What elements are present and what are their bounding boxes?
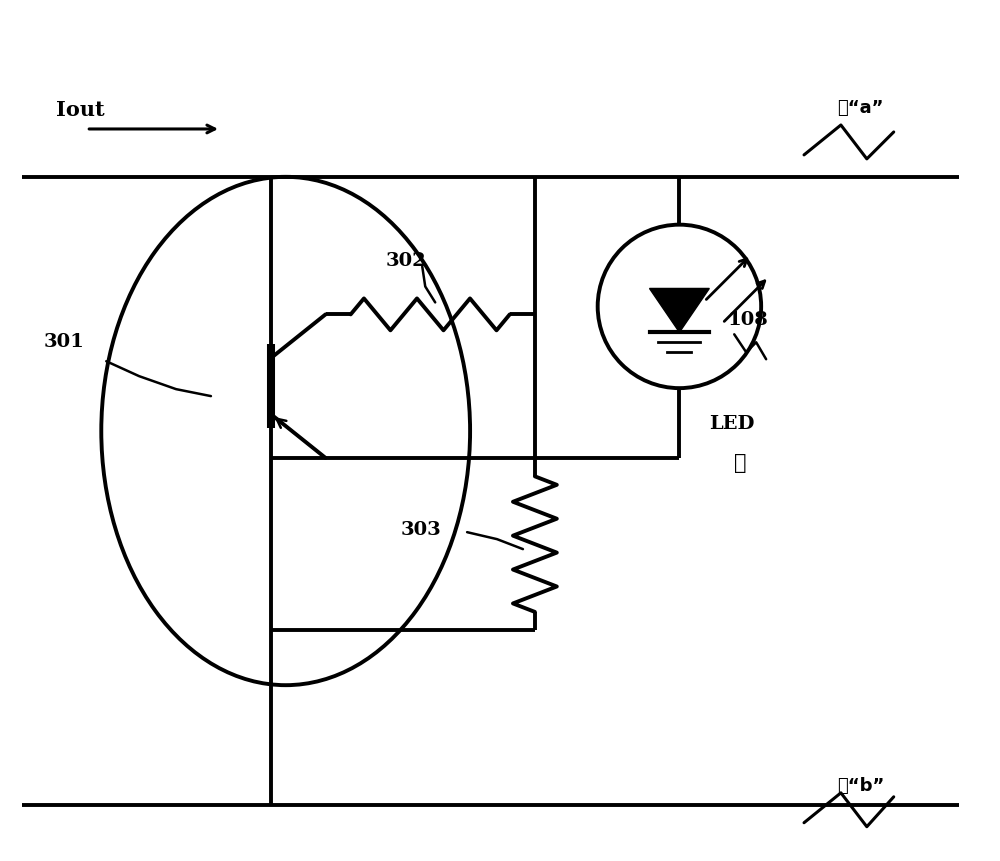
Text: 点“a”: 点“a” xyxy=(837,99,883,117)
Text: Iout: Iout xyxy=(56,100,105,120)
Polygon shape xyxy=(650,289,709,333)
Text: 303: 303 xyxy=(400,521,441,538)
Text: 点“b”: 点“b” xyxy=(837,776,884,794)
Text: 灯: 灯 xyxy=(734,452,747,473)
Text: 301: 301 xyxy=(43,333,84,351)
Text: 302: 302 xyxy=(385,251,426,269)
Text: 108: 108 xyxy=(727,311,768,329)
Text: LED: LED xyxy=(709,414,755,432)
